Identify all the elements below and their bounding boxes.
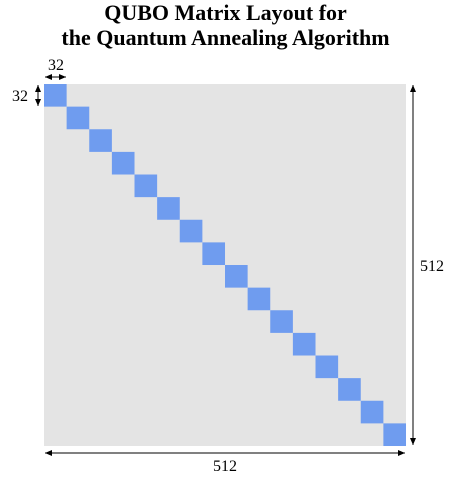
diagonal-block [338,378,361,401]
matrix-width-label: 512 [213,458,237,475]
diagonal-block [225,265,248,288]
title-line-2: the Quantum Annealing Algorithm [61,25,390,50]
title-line-1: QUBO Matrix Layout for [104,0,347,25]
diagonal-block [247,287,271,311]
diagonal-blocks [44,84,407,447]
diagonal-block [89,129,112,152]
diagram-title: QUBO Matrix Layout for the Quantum Annea… [0,0,451,50]
diagonal-block [360,400,384,424]
diagonal-block [270,310,293,333]
diagonal-block [179,219,203,243]
matrix-height-label: 512 [420,258,444,275]
diagonal-block [383,423,407,447]
diagonal-block [44,84,67,107]
diagonal-block [134,174,158,198]
diagonal-block [315,355,339,379]
block-height-label: 32 [12,88,28,105]
diagonal-block [292,332,316,356]
diagonal-block [66,106,90,130]
block-width-label: 32 [48,57,64,74]
diagonal-block [157,197,180,220]
diagonal-block [202,242,226,266]
diagonal-block [111,151,135,175]
